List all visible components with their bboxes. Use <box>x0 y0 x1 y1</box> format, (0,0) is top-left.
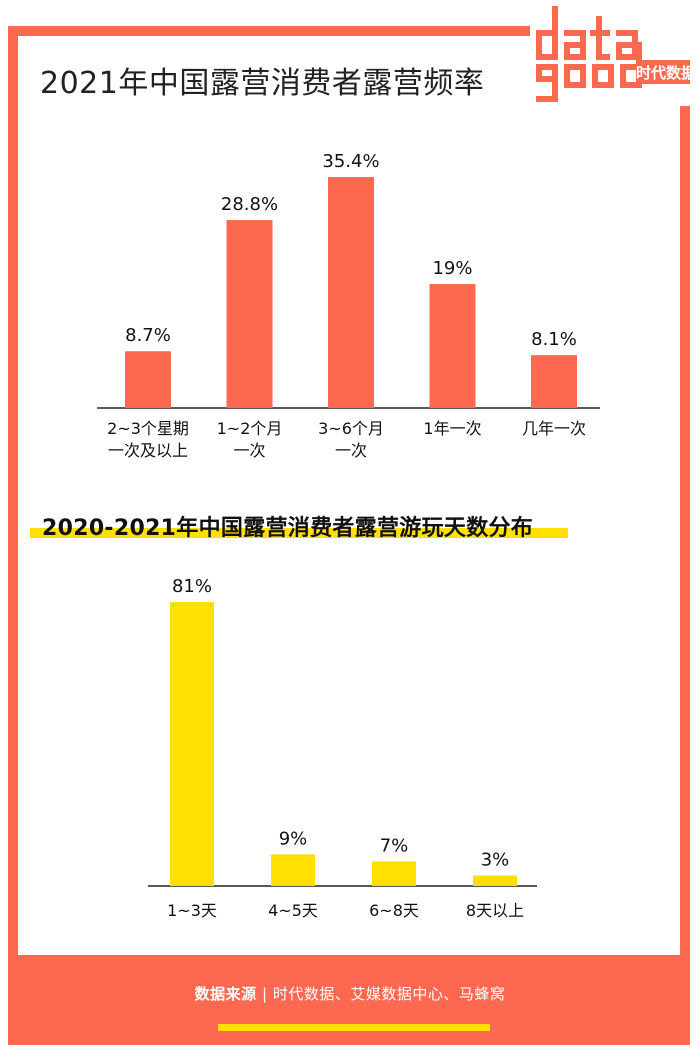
days-category-label: 4~5天 <box>268 901 318 920</box>
freq-value-label: 19% <box>432 258 472 279</box>
days-category-label: 1~3天 <box>167 901 217 920</box>
source-list: 时代数据、艾媒数据中心、马蜂窝 <box>272 985 506 1003</box>
days-bar <box>473 875 517 886</box>
freq-category-label: 几年一次 <box>522 419 586 438</box>
days-value-label: 9% <box>279 828 308 849</box>
chart2-title-highlight <box>30 528 568 538</box>
days-value-label: 81% <box>172 576 212 597</box>
days-value-label: 7% <box>380 835 409 856</box>
freq-value-label: 8.1% <box>531 329 577 350</box>
days-value-label: 3% <box>481 849 510 870</box>
freq-bar <box>429 284 476 408</box>
footer-source: 数据来源 | 时代数据、艾媒数据中心、马蜂窝 <box>0 983 700 1004</box>
freq-category-label: 1~2个月 <box>217 419 283 438</box>
freq-category-label: 一次 <box>335 441 367 460</box>
freq-bar <box>226 220 273 408</box>
days-bar <box>271 854 315 886</box>
freq-bar <box>531 355 577 408</box>
freq-category-label: 1年一次 <box>423 419 481 438</box>
freq-bar <box>328 177 374 408</box>
chart2-title: 2020-2021年中国露营消费者露营游玩天数分布 <box>42 516 534 541</box>
freq-category-label: 一次及以上 <box>108 441 188 460</box>
freq-category-label: 一次 <box>233 441 265 460</box>
days-category-label: 6~8天 <box>369 901 419 920</box>
days-bar <box>170 602 214 886</box>
duration-bar-chart: 81% 1~3天 9% 4~5天 7% 6~8天 3% 8天以上 <box>148 576 537 920</box>
freq-bar <box>125 351 171 408</box>
freq-value-label: 35.4% <box>322 151 379 172</box>
freq-category-label: 2~3个星期 <box>107 419 189 438</box>
freq-value-label: 8.7% <box>125 325 171 346</box>
days-bar <box>372 861 416 886</box>
brand-plate <box>642 60 690 84</box>
brand-name: 时代数据 <box>636 64 692 82</box>
brand-logo: 时代数据 <box>530 2 696 106</box>
page-frame <box>8 26 690 1045</box>
freq-value-label: 28.8% <box>221 194 278 215</box>
source-separator: | <box>261 985 268 1003</box>
chart1-title: 2021年中国露营消费者露营频率 <box>40 66 485 101</box>
footer-accent-bar <box>218 1024 490 1031</box>
days-category-label: 8天以上 <box>466 901 524 920</box>
freq-category-label: 3~6个月 <box>318 419 384 438</box>
source-label: 数据来源 <box>194 985 257 1003</box>
